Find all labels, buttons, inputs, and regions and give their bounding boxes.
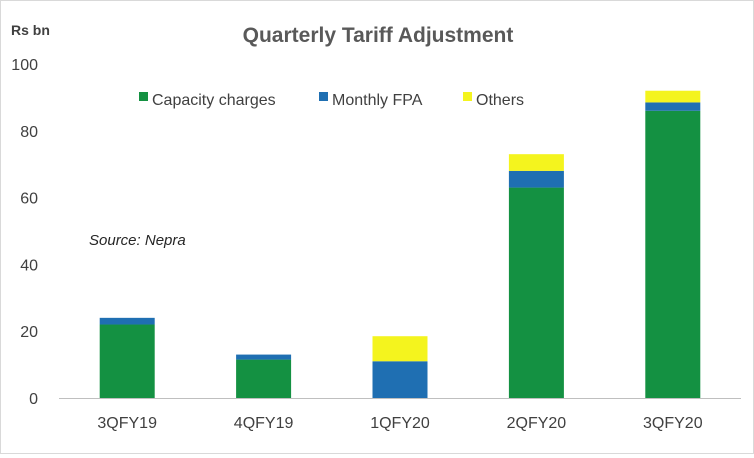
y-axis-label: Rs bn — [11, 22, 50, 38]
bar-monthly-fpa-2qfy20 — [508, 170, 564, 188]
x-tick-label: 2QFY20 — [507, 415, 567, 432]
x-tick-label: 1QFY20 — [370, 415, 430, 432]
y-tick-label: 0 — [29, 391, 38, 408]
bar-monthly-fpa-1qfy20 — [372, 361, 428, 398]
bar-capacity-charges-2qfy20 — [508, 187, 564, 398]
bar-others-3qfy20 — [645, 90, 701, 103]
x-tick-label: 3QFY19 — [97, 415, 157, 432]
chart-title: Quarterly Tariff Adjustment — [243, 24, 514, 47]
y-tick-label: 100 — [11, 57, 38, 74]
legend-label: Monthly FPA — [332, 92, 423, 109]
legend-swatch — [463, 92, 472, 101]
legend: Capacity charges Monthly FPA Others — [139, 92, 524, 109]
x-tick-label: 3QFY20 — [643, 415, 703, 432]
y-tick-label: 40 — [20, 257, 38, 274]
bar-capacity-charges-4qfy19 — [236, 359, 292, 398]
x-axis: 3QFY19 4QFY19 1QFY20 2QFY20 3QFY20 — [59, 398, 741, 432]
y-axis: 0 20 40 60 80 100 — [11, 57, 38, 408]
legend-swatch — [139, 92, 148, 101]
bar-capacity-charges-3qfy20 — [645, 110, 701, 398]
legend-swatch — [319, 92, 328, 101]
bar-others-1qfy20 — [372, 336, 428, 362]
bar-monthly-fpa-4qfy19 — [236, 354, 292, 360]
y-tick-label: 80 — [20, 124, 38, 141]
y-tick-label: 20 — [20, 324, 38, 341]
source-annotation: Source: Nepra — [89, 232, 186, 249]
legend-label: Others — [476, 92, 524, 109]
bar-others-2qfy20 — [508, 154, 564, 171]
bar-monthly-fpa-3qfy20 — [645, 102, 701, 111]
bar-capacity-charges-3qfy19 — [99, 324, 155, 398]
legend-label: Capacity charges — [152, 92, 276, 109]
x-tick-label: 4QFY19 — [234, 415, 294, 432]
y-tick-label: 60 — [20, 191, 38, 208]
bar-monthly-fpa-3qfy19 — [99, 317, 155, 325]
bars-group — [99, 90, 701, 398]
